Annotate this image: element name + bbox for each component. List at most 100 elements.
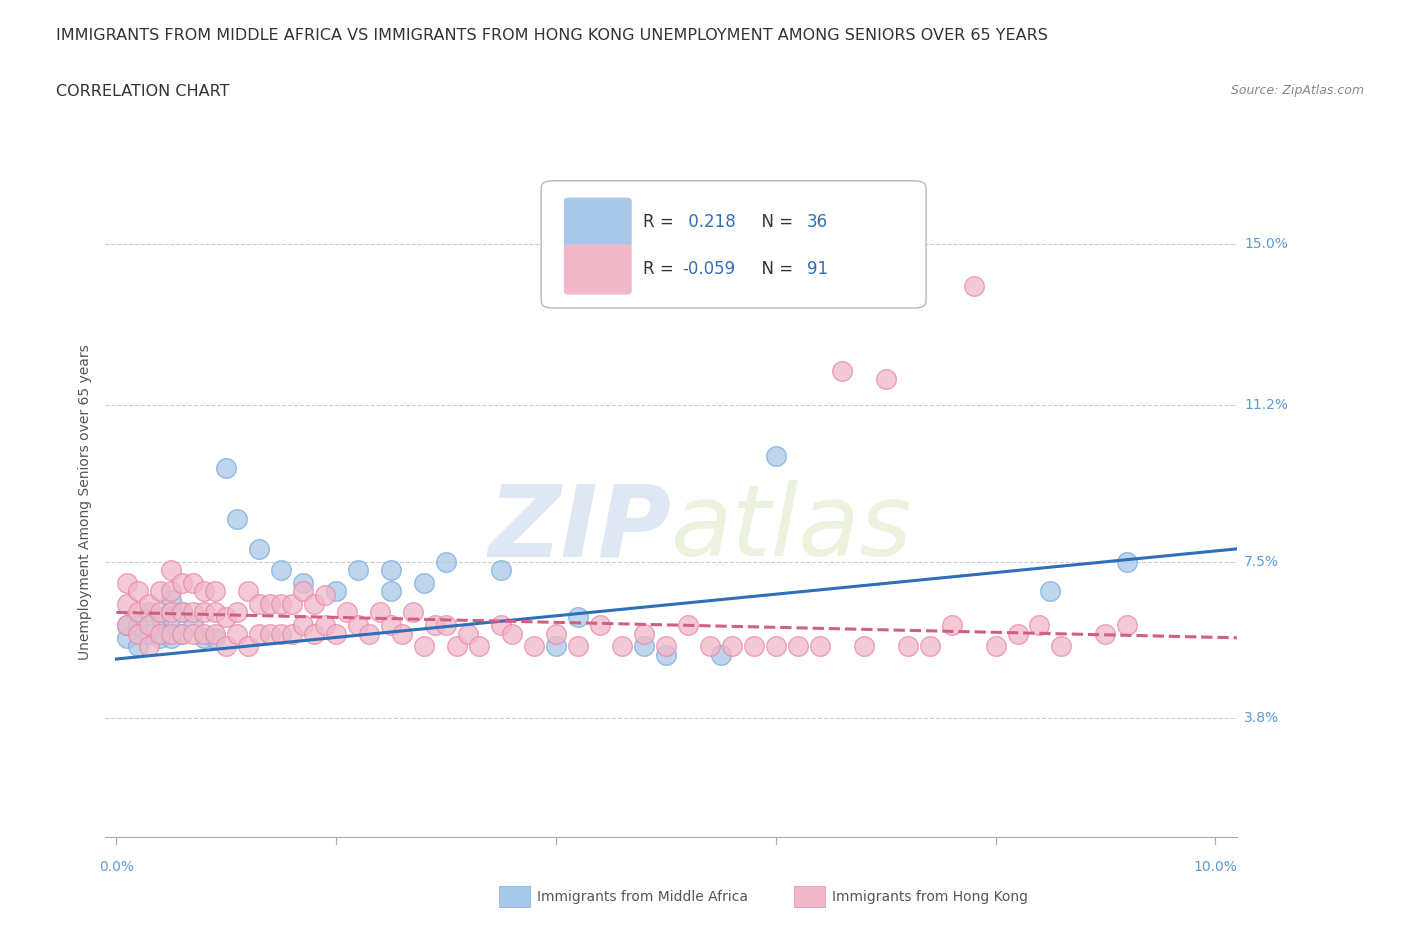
Point xyxy=(127,604,149,619)
Point xyxy=(172,604,194,619)
Point xyxy=(127,584,149,599)
Point xyxy=(204,584,226,599)
Point xyxy=(325,584,347,599)
Text: 0.218: 0.218 xyxy=(683,213,735,232)
Point xyxy=(138,604,160,619)
Point xyxy=(138,618,160,632)
Point xyxy=(215,639,238,654)
Point xyxy=(962,279,984,294)
Point xyxy=(149,584,172,599)
Point xyxy=(786,639,808,654)
Point xyxy=(489,618,512,632)
Point xyxy=(292,584,315,599)
Point xyxy=(434,554,457,569)
Point xyxy=(238,584,260,599)
Point xyxy=(710,647,733,662)
Text: 36: 36 xyxy=(807,213,828,232)
Text: CORRELATION CHART: CORRELATION CHART xyxy=(56,84,229,99)
Point xyxy=(302,626,325,641)
Point xyxy=(897,639,920,654)
Point xyxy=(183,604,205,619)
Y-axis label: Unemployment Among Seniors over 65 years: Unemployment Among Seniors over 65 years xyxy=(79,344,93,660)
Point xyxy=(226,626,249,641)
Point xyxy=(270,626,292,641)
Point xyxy=(127,639,149,654)
Point xyxy=(138,596,160,611)
Text: -0.059: -0.059 xyxy=(683,260,735,278)
Point xyxy=(117,576,139,591)
Point xyxy=(172,604,194,619)
Point xyxy=(699,639,721,654)
Point xyxy=(380,563,402,578)
Point xyxy=(1007,626,1029,641)
Point xyxy=(204,604,226,619)
Point xyxy=(160,592,183,607)
Point xyxy=(281,596,304,611)
Point xyxy=(193,604,215,619)
Text: atlas: atlas xyxy=(672,481,912,578)
Point xyxy=(446,639,468,654)
Point xyxy=(226,512,249,526)
Point xyxy=(117,618,139,632)
Point xyxy=(941,618,963,632)
Point xyxy=(523,639,546,654)
Point xyxy=(172,576,194,591)
Point xyxy=(247,626,270,641)
Point xyxy=(380,584,402,599)
Point xyxy=(875,372,897,387)
Point xyxy=(434,618,457,632)
FancyBboxPatch shape xyxy=(564,197,631,247)
Point xyxy=(742,639,765,654)
Point xyxy=(292,576,315,591)
Point xyxy=(138,626,160,641)
Point xyxy=(655,647,678,662)
Point xyxy=(204,631,226,645)
Point xyxy=(127,618,149,632)
Point xyxy=(589,618,612,632)
Point xyxy=(325,626,347,641)
Point xyxy=(347,563,370,578)
Point xyxy=(468,639,491,654)
Point xyxy=(984,639,1007,654)
Point xyxy=(633,639,655,654)
Point xyxy=(238,639,260,654)
Point xyxy=(270,563,292,578)
Point xyxy=(117,618,139,632)
Point xyxy=(160,563,183,578)
Point xyxy=(149,609,172,624)
Point xyxy=(368,604,391,619)
Point xyxy=(160,626,183,641)
Point xyxy=(160,584,183,599)
Text: ZIP: ZIP xyxy=(488,481,672,578)
Text: 15.0%: 15.0% xyxy=(1244,236,1288,251)
Point xyxy=(138,639,160,654)
Point xyxy=(831,364,853,379)
Point xyxy=(336,604,359,619)
Point xyxy=(391,626,413,641)
Point xyxy=(302,596,325,611)
Text: 3.8%: 3.8% xyxy=(1244,711,1279,725)
Point xyxy=(413,639,436,654)
Point xyxy=(765,639,787,654)
Point xyxy=(215,609,238,624)
Point xyxy=(567,639,589,654)
Point xyxy=(501,626,523,641)
Point xyxy=(160,604,183,619)
Point xyxy=(918,639,941,654)
Text: Immigrants from Middle Africa: Immigrants from Middle Africa xyxy=(537,889,748,904)
Point xyxy=(292,618,315,632)
Text: Source: ZipAtlas.com: Source: ZipAtlas.com xyxy=(1230,84,1364,97)
Point xyxy=(359,626,381,641)
Text: 7.5%: 7.5% xyxy=(1244,554,1279,568)
Point xyxy=(172,626,194,641)
FancyBboxPatch shape xyxy=(541,180,927,308)
Point xyxy=(1094,626,1116,641)
Text: R =: R = xyxy=(643,260,679,278)
Point xyxy=(610,639,633,654)
Point xyxy=(457,626,479,641)
Point xyxy=(489,563,512,578)
Text: 11.2%: 11.2% xyxy=(1244,398,1288,412)
Point xyxy=(765,448,787,463)
Point xyxy=(149,631,172,645)
Point xyxy=(720,639,742,654)
